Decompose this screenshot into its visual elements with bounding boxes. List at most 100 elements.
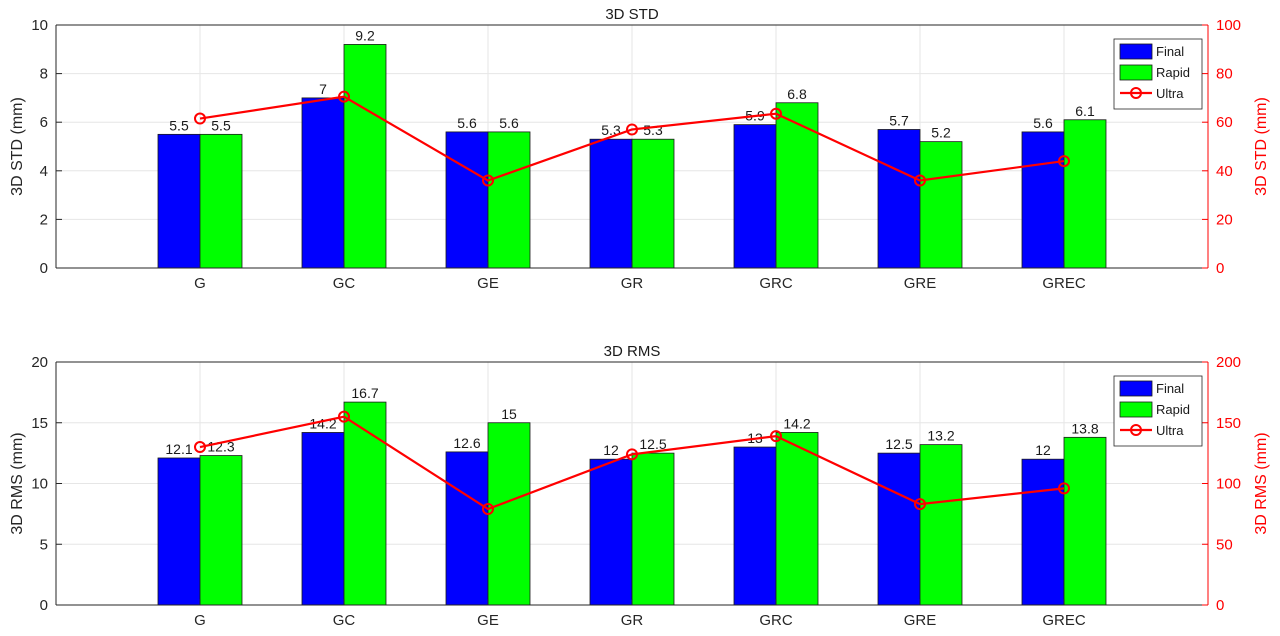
data-label-final: 12.5 <box>885 436 912 452</box>
point-ultra-grc <box>770 430 782 443</box>
data-label-rapid: 5.2 <box>931 125 951 141</box>
data-label-final: 12 <box>1035 442 1051 458</box>
data-label-final: 12 <box>603 442 619 458</box>
y-tick-label-right: 20 <box>1216 211 1233 228</box>
bar-final-gre <box>877 452 921 606</box>
bar-rapid-gr <box>631 452 675 606</box>
point-ultra-gc <box>338 90 350 103</box>
bar-final-ge <box>445 131 489 269</box>
bar-final-grec <box>1021 458 1065 606</box>
bar-final-grc <box>733 446 777 606</box>
x-tick-label: GC <box>333 275 356 292</box>
x-tick-label: GE <box>477 275 499 292</box>
y-tick-label-right: 100 <box>1216 476 1241 493</box>
x-tick-label: GRE <box>904 275 937 292</box>
data-label-rapid: 5.3 <box>643 122 663 138</box>
chart-title: 3D RMS <box>604 343 661 360</box>
x-tick-label: GRC <box>759 612 793 629</box>
point-ultra-gre <box>914 174 926 187</box>
y-tick-label-left: 10 <box>31 17 48 34</box>
data-label-rapid: 14.2 <box>783 415 810 431</box>
point-ultra-ge <box>482 174 494 187</box>
y-tick-label-right: 40 <box>1216 163 1233 180</box>
bar-rapid-grec <box>1063 436 1107 606</box>
x-tick-label: GRE <box>904 612 937 629</box>
legend: Final Rapid Ultra <box>1113 375 1203 447</box>
bar-final-gc <box>301 97 345 269</box>
bar-final-g <box>157 133 201 269</box>
data-label-rapid: 5.6 <box>499 115 519 131</box>
bar-final-g <box>157 457 201 606</box>
data-label-final: 5.7 <box>889 112 909 128</box>
y-tick-label-right: 80 <box>1216 66 1233 83</box>
y-tick-label-left: 2 <box>40 211 48 228</box>
y-axis-label-left: 3D RMS (mm) <box>9 432 26 534</box>
legend-swatch-rapid <box>1119 401 1153 418</box>
y-tick-label-right: 0 <box>1216 260 1224 277</box>
x-tick-label: GR <box>621 612 644 629</box>
y-tick-label-right: 200 <box>1216 354 1241 371</box>
y-tick-label-right: 0 <box>1216 597 1224 614</box>
point-ultra-grc <box>770 107 782 120</box>
y-tick-label-right: 50 <box>1216 536 1233 553</box>
point-ultra-ge <box>482 503 494 516</box>
data-label-final: 12.1 <box>165 441 192 457</box>
data-label-rapid: 5.5 <box>211 117 231 133</box>
y-tick-label-left: 0 <box>40 260 48 277</box>
data-label-rapid: 6.8 <box>787 86 807 102</box>
data-label-rapid: 13.8 <box>1071 420 1098 436</box>
x-tick-label: GE <box>477 612 499 629</box>
bar-rapid-ge <box>487 422 531 606</box>
legend-label-rapid: Rapid <box>1156 65 1190 80</box>
point-ultra-gre <box>914 498 926 511</box>
y-tick-label-left: 5 <box>40 536 48 553</box>
bar-final-ge <box>445 451 489 606</box>
y-tick-label-left: 0 <box>40 597 48 614</box>
data-label-rapid: 15 <box>501 406 517 422</box>
legend-marker-ultra <box>1130 87 1142 99</box>
bar-rapid-gr <box>631 138 675 269</box>
bar-rapid-gre <box>919 141 963 269</box>
bar-final-grec <box>1021 131 1065 269</box>
point-ultra-grec <box>1058 155 1070 168</box>
series-line-ultra <box>199 415 1065 511</box>
data-label-final: 12.6 <box>453 435 480 451</box>
chart-title: 3D STD <box>605 6 659 23</box>
data-label-final: 7 <box>319 81 327 97</box>
legend-label-final: Final <box>1156 381 1184 396</box>
x-tick-label: G <box>194 612 206 629</box>
bar-rapid-g <box>199 133 243 269</box>
data-label-final: 5.6 <box>457 115 477 131</box>
bar-rapid-gc <box>343 401 387 606</box>
y-tick-label-left: 10 <box>31 476 48 493</box>
bar-rapid-ge <box>487 131 531 269</box>
data-label-rapid: 12.5 <box>639 436 666 452</box>
x-tick-label: GREC <box>1042 612 1086 629</box>
x-tick-label: GC <box>333 612 356 629</box>
y-tick-label-right: 60 <box>1216 114 1233 131</box>
y-tick-label-left: 15 <box>31 415 48 432</box>
bar-rapid-grc <box>775 102 819 269</box>
legend-swatch-final <box>1119 43 1153 60</box>
y-axis-label-right: 3D RMS (mm) <box>1253 432 1270 534</box>
bar-rapid-grc <box>775 432 819 606</box>
legend-swatch-final <box>1119 380 1153 397</box>
bar-final-gr <box>589 458 633 606</box>
data-label-rapid: 6.1 <box>1075 103 1095 119</box>
point-ultra-gr <box>626 123 638 136</box>
bar-final-gre <box>877 129 921 269</box>
chart-panel-1: 5.575.6 5.35.9 5.7 5.65.59.25.6 5.36.85.26.1… <box>9 6 1270 292</box>
x-tick-label: GRC <box>759 275 793 292</box>
legend: Final Rapid Ultra <box>1113 38 1203 110</box>
data-label-final: 5.6 <box>1033 115 1053 131</box>
y-tick-label-left: 20 <box>31 354 48 371</box>
y-tick-label-left: 6 <box>40 114 48 131</box>
legend-marker-ultra <box>1130 424 1142 436</box>
bar-rapid-gc <box>343 44 387 269</box>
y-tick-label-right: 100 <box>1216 17 1241 34</box>
series-line-ultra <box>199 95 1065 182</box>
data-label-final: 5.5 <box>169 117 189 133</box>
point-ultra-gc <box>338 410 350 423</box>
